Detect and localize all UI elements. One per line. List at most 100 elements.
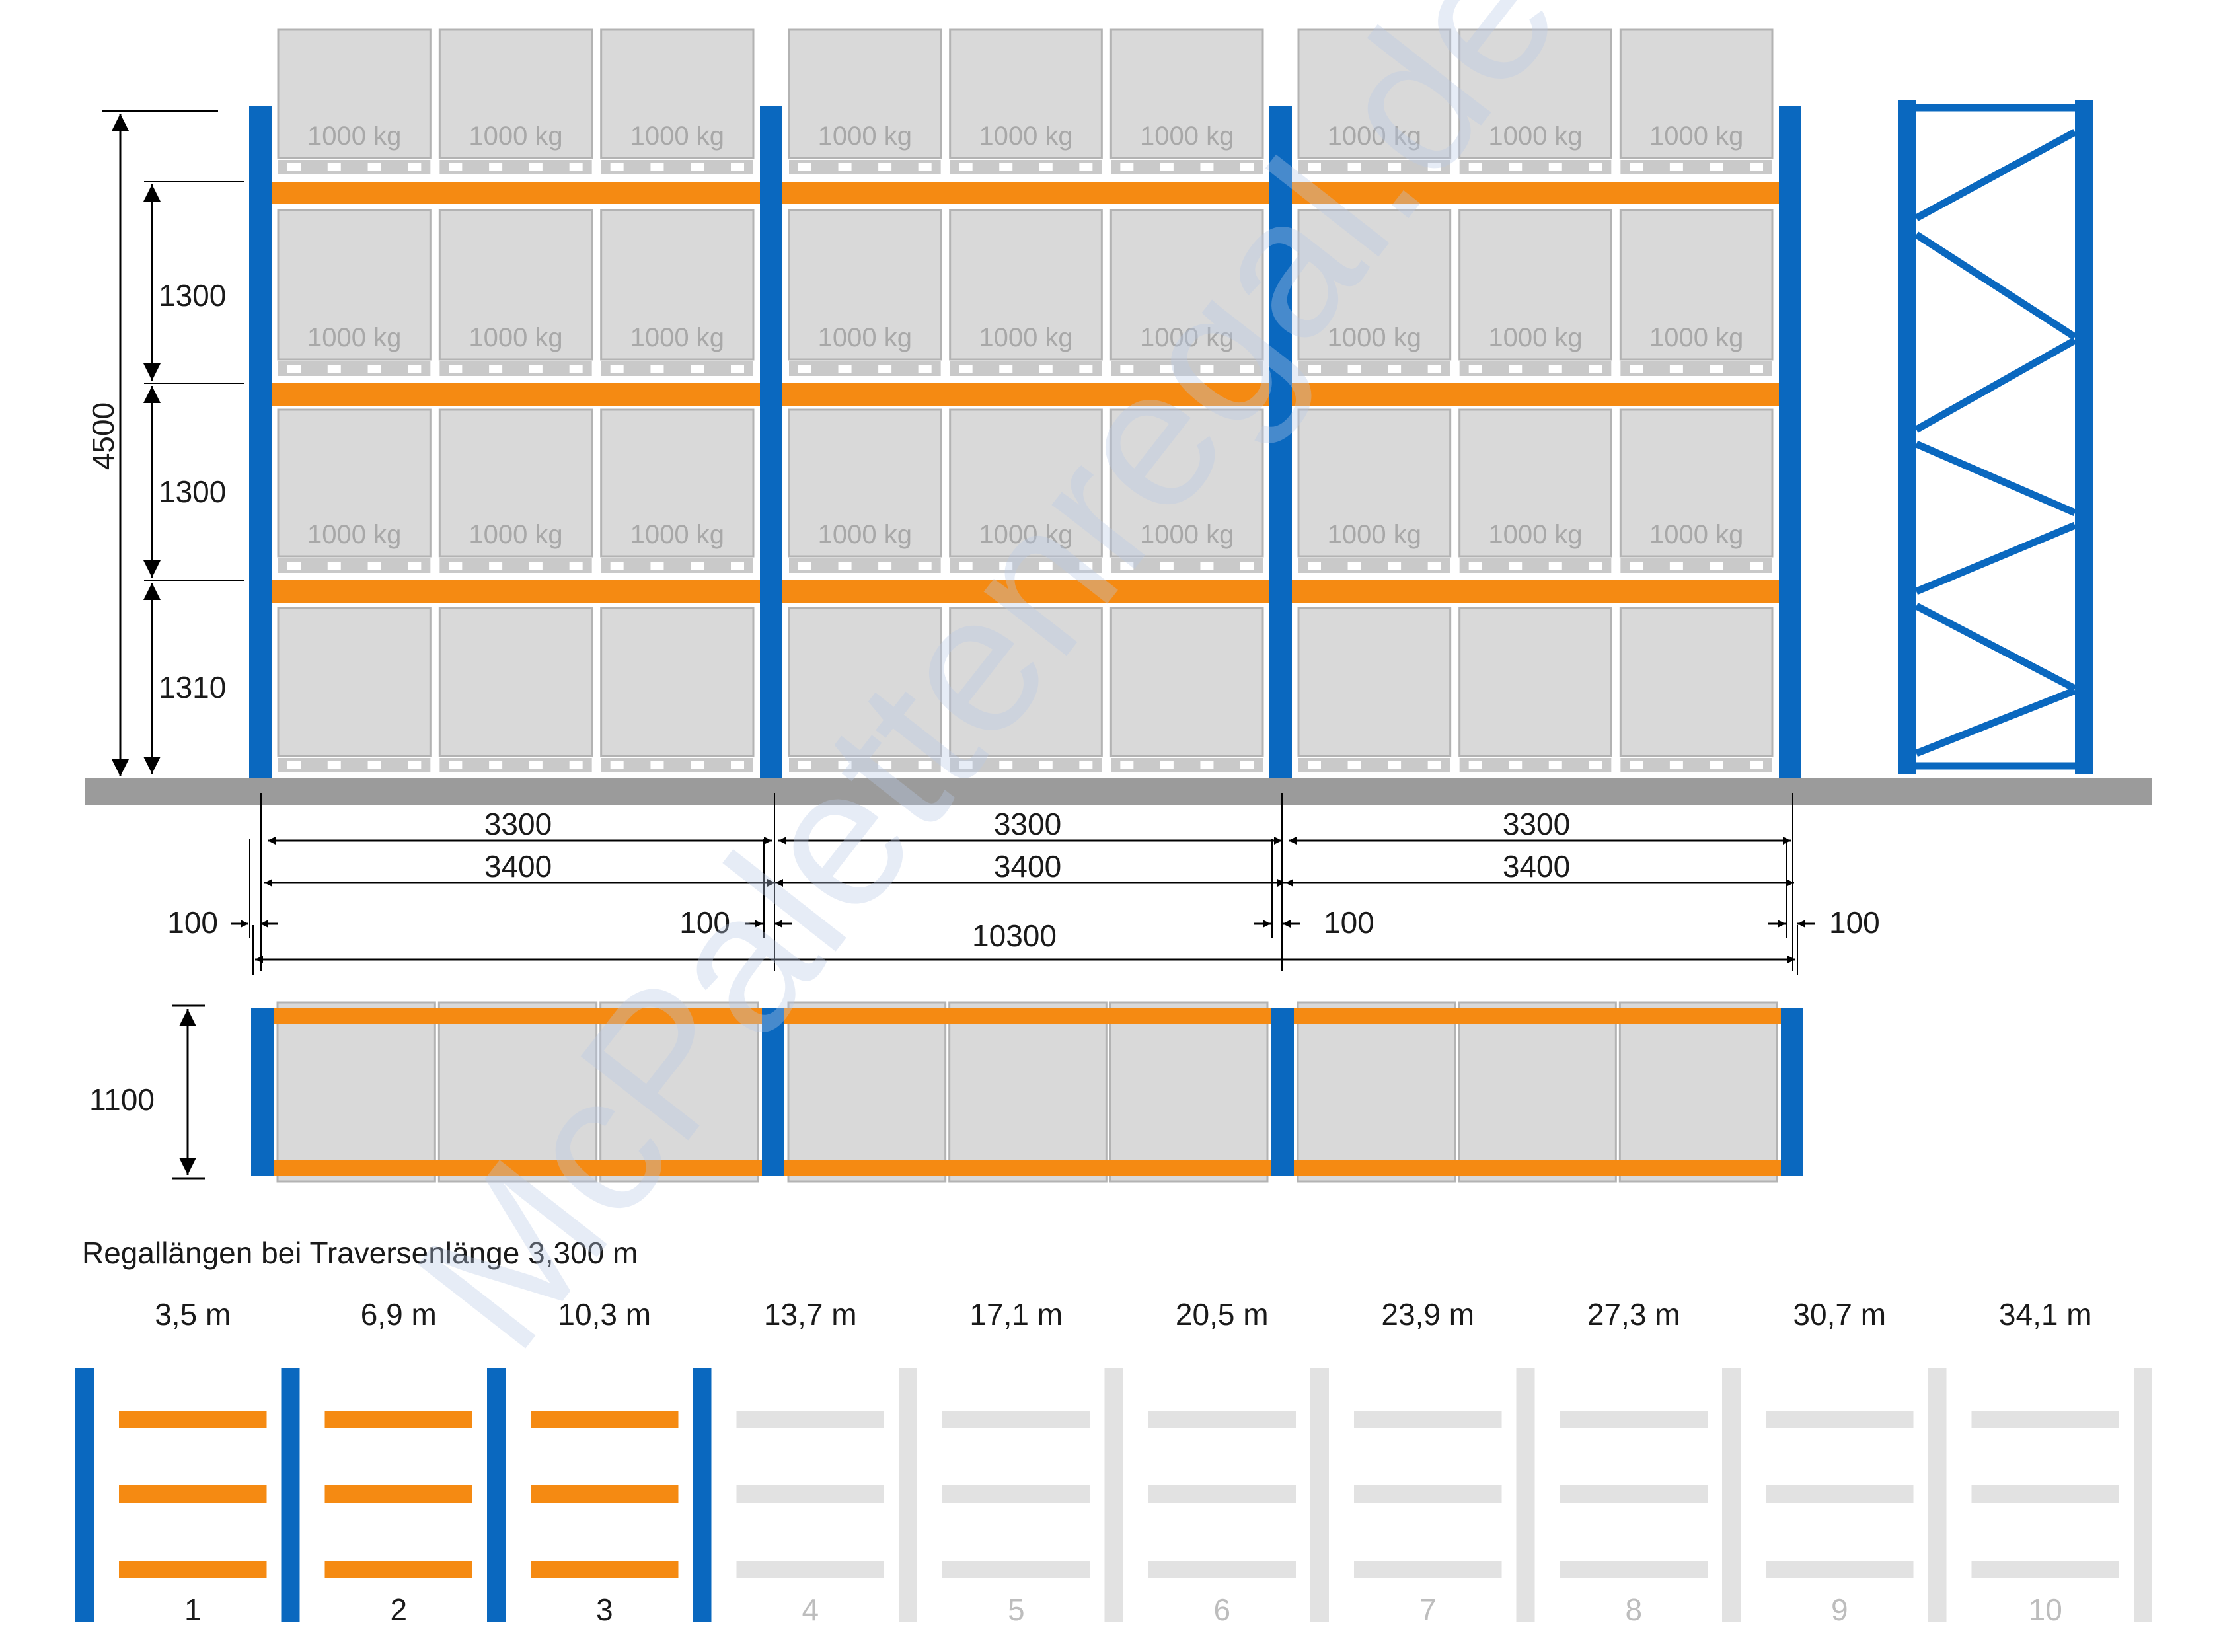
pallet-box bbox=[277, 209, 432, 361]
pallet-slot bbox=[569, 365, 583, 373]
length-value: 20,5 m bbox=[1176, 1297, 1269, 1332]
pallet-base bbox=[789, 558, 941, 573]
load-label: 1000 kg bbox=[469, 122, 562, 151]
pallet-slot bbox=[1630, 562, 1643, 570]
pallet-box bbox=[788, 408, 942, 558]
pallet-box bbox=[949, 28, 1103, 159]
pallet-slot bbox=[489, 761, 503, 769]
load-label: 1000 kg bbox=[818, 122, 912, 151]
length-beam bbox=[119, 1411, 267, 1428]
pallet-slot bbox=[529, 365, 543, 373]
load-label: 1000 kg bbox=[307, 323, 401, 352]
label-total-height: 4500 bbox=[86, 402, 120, 470]
pallet-slot bbox=[1710, 365, 1723, 373]
length-beam bbox=[1148, 1561, 1296, 1578]
pallet-box bbox=[438, 28, 593, 159]
pallet-base bbox=[1620, 361, 1772, 376]
pallet-slot bbox=[449, 562, 463, 570]
pallet-box bbox=[600, 209, 755, 361]
pallet-box bbox=[438, 408, 593, 558]
pallet-slot bbox=[1509, 365, 1523, 373]
pallet-slot bbox=[1750, 163, 1763, 171]
pallet-slot bbox=[1308, 365, 1321, 373]
load-label: 1000 kg bbox=[1488, 122, 1582, 151]
load-label: 1000 kg bbox=[630, 122, 724, 151]
pallet-slot bbox=[1509, 163, 1523, 171]
pallet-slot bbox=[1750, 365, 1763, 373]
pallet-base bbox=[1459, 758, 1612, 772]
load-label: 1000 kg bbox=[630, 323, 724, 352]
length-beam bbox=[736, 1561, 884, 1578]
label-beam-length: 3300 bbox=[484, 807, 552, 841]
beam bbox=[1292, 383, 1779, 406]
length-beam bbox=[119, 1485, 267, 1503]
frame-diagonal bbox=[1914, 687, 2077, 757]
pallet-base bbox=[789, 160, 941, 174]
plan-pallet bbox=[787, 1001, 947, 1183]
pallet-box bbox=[277, 28, 432, 159]
pallet-slot bbox=[838, 562, 852, 570]
pallet-slot bbox=[1200, 562, 1214, 570]
lengths-title: Regallängen bei Traversenlänge 3,300 m bbox=[82, 1236, 638, 1270]
pallet-slot bbox=[367, 365, 381, 373]
pallet-slot bbox=[1710, 163, 1723, 171]
pallet-slot bbox=[691, 761, 704, 769]
pallet-slot bbox=[1200, 163, 1214, 171]
pallet-slot bbox=[1347, 562, 1361, 570]
pallet-slot bbox=[367, 761, 381, 769]
bay-count: 9 bbox=[1831, 1593, 1848, 1627]
pallet-slot bbox=[1750, 562, 1763, 570]
pallet-slot bbox=[1509, 761, 1523, 769]
length-beam bbox=[1766, 1485, 1914, 1503]
pallet-slot bbox=[1427, 365, 1441, 373]
pallet-slot bbox=[569, 562, 583, 570]
pallet-slot bbox=[1548, 562, 1562, 570]
bay-count: 3 bbox=[596, 1593, 613, 1627]
pallet-slot bbox=[1388, 761, 1402, 769]
plan-upright bbox=[1781, 1008, 1803, 1176]
pallet-base bbox=[1111, 361, 1263, 376]
pallet-slot bbox=[838, 365, 852, 373]
pallet-slot bbox=[918, 761, 932, 769]
pallet-slot bbox=[1548, 365, 1562, 373]
pallet-slot bbox=[449, 761, 463, 769]
dimension-annotations: 4500 1300 1300 1310 3300 3400 3300 3400 3300 3400… bbox=[86, 110, 1880, 975]
pallet-box bbox=[1297, 408, 1452, 558]
pallet-base bbox=[789, 361, 941, 376]
plan-pallet bbox=[1618, 1001, 1778, 1183]
load-label: 1000 kg bbox=[1649, 122, 1743, 151]
pallet-slot bbox=[449, 163, 463, 171]
load-label: 1000 kg bbox=[1140, 520, 1234, 549]
label-bay-width: 3400 bbox=[1503, 849, 1570, 883]
pallet-base bbox=[601, 558, 753, 573]
pallet-box bbox=[1458, 607, 1612, 757]
pallet-slot bbox=[1589, 562, 1602, 570]
plan-beam-front bbox=[784, 1008, 1271, 1024]
pallet-base bbox=[1459, 160, 1612, 174]
length-beam bbox=[1354, 1561, 1502, 1578]
pallet-slot bbox=[959, 761, 973, 769]
length-beam bbox=[1560, 1411, 1708, 1428]
frame-diagonal bbox=[1914, 603, 2077, 692]
load-label: 1000 kg bbox=[979, 520, 1072, 549]
pallet-slot bbox=[1710, 562, 1723, 570]
length-beam bbox=[1971, 1561, 2119, 1578]
length-beam bbox=[324, 1485, 472, 1503]
label-level-height: 1310 bbox=[159, 670, 226, 704]
pallet-slot bbox=[489, 365, 503, 373]
pallet-base bbox=[278, 758, 431, 772]
pallet-slot bbox=[999, 562, 1013, 570]
pallet-slot bbox=[1750, 761, 1763, 769]
pallet-base bbox=[278, 160, 431, 174]
pallet-slot bbox=[1548, 163, 1562, 171]
pallet-slot bbox=[610, 761, 624, 769]
pallet-base bbox=[950, 758, 1102, 772]
pallet-slot bbox=[918, 365, 932, 373]
pallet-slot bbox=[1347, 365, 1361, 373]
pallet-slot bbox=[878, 365, 892, 373]
plan-pallet bbox=[1109, 1001, 1269, 1183]
pallet-slot bbox=[999, 365, 1013, 373]
pallet-slot bbox=[691, 163, 704, 171]
pallet-slot bbox=[1388, 562, 1402, 570]
pallet-slot bbox=[1200, 365, 1214, 373]
